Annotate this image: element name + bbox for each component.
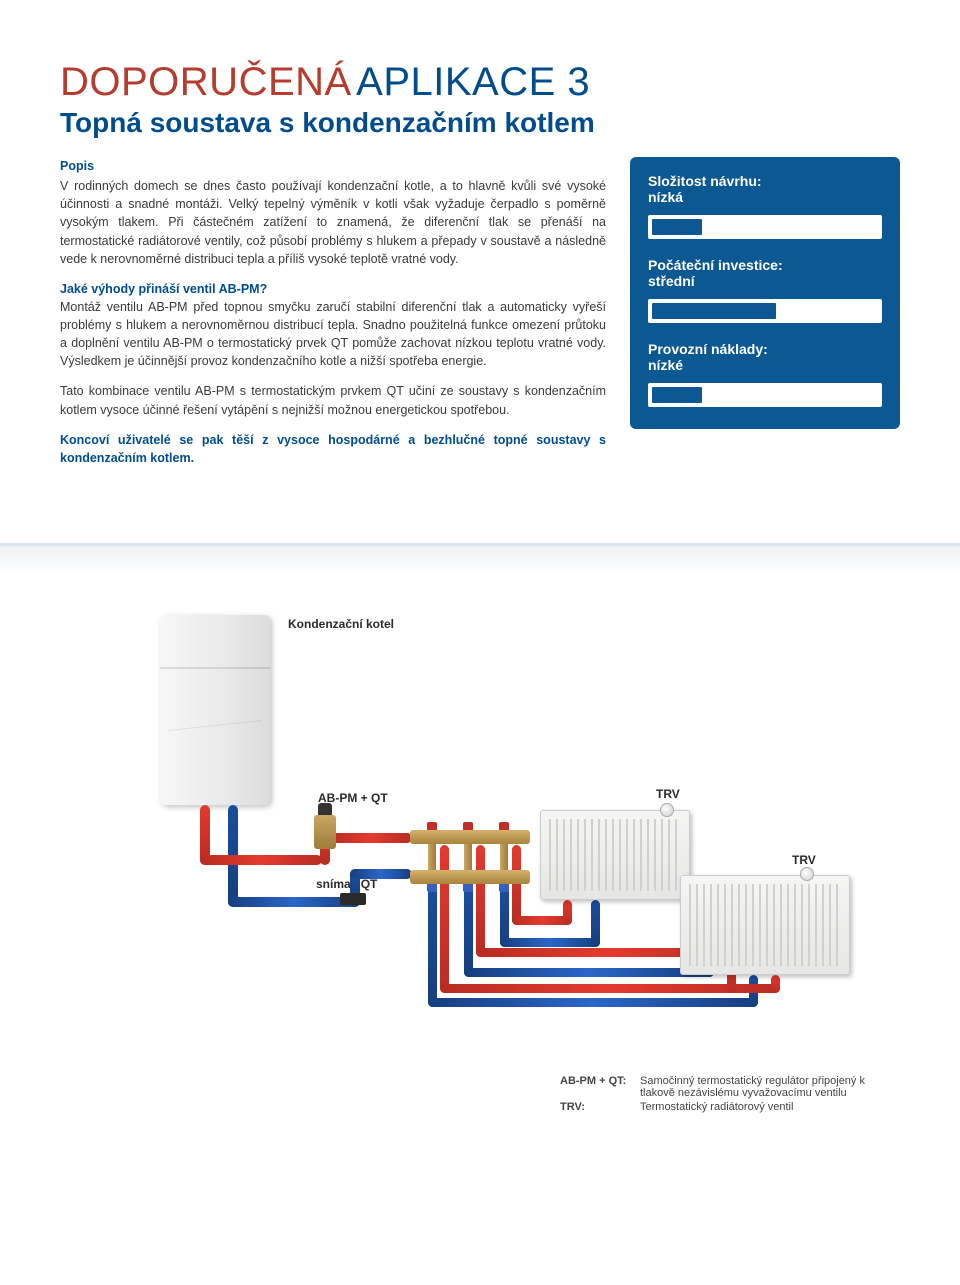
pipe-return-v4 bbox=[464, 887, 473, 977]
manifold-icon bbox=[410, 830, 530, 888]
legend-row: AB-PM + QT: Samočinný termostatický regu… bbox=[560, 1075, 900, 1099]
pipe-supply-h1 bbox=[200, 855, 322, 865]
metric-investment: Počáteční investice: střední bbox=[648, 257, 882, 323]
legend-key: TRV: bbox=[560, 1101, 640, 1113]
radiator-2-icon bbox=[680, 875, 850, 975]
label-trv2: TRV bbox=[792, 853, 816, 867]
legend-val: Termostatický radiátorový ventil bbox=[640, 1101, 793, 1113]
pipe-return-v3 bbox=[428, 887, 437, 1007]
title-accent: DOPORUČENÁ bbox=[60, 60, 352, 104]
pipe-return-rad1v bbox=[591, 900, 600, 947]
pipe-supply-h2b bbox=[330, 833, 412, 843]
metric-complexity-value: nízká bbox=[648, 189, 882, 205]
trv-2-icon bbox=[800, 867, 814, 881]
abpm-valve-icon bbox=[314, 815, 336, 849]
boiler-icon bbox=[160, 615, 270, 805]
section-divider bbox=[0, 543, 960, 575]
sidebar-panel: Složitost návrhu: nízká Počáteční invest… bbox=[630, 157, 900, 429]
pipe-supply-rad1v bbox=[563, 900, 572, 925]
legend: AB-PM + QT: Samočinný termostatický regu… bbox=[0, 1075, 900, 1115]
text-column: Popis V rodinných domech se dnes často p… bbox=[60, 157, 606, 479]
benefits-question: Jaké výhody přináší ventil AB-PM? bbox=[60, 282, 267, 296]
legend-inner: AB-PM + QT: Samočinný termostatický regu… bbox=[560, 1075, 900, 1115]
legend-key: AB-PM + QT: bbox=[560, 1075, 640, 1099]
content-row: Popis V rodinných domech se dnes často p… bbox=[60, 157, 900, 479]
metric-investment-value: střední bbox=[648, 273, 882, 289]
label-qt: snímač QT bbox=[316, 877, 377, 891]
metric-operating: Provozní náklady: nízké bbox=[648, 341, 882, 407]
benefits-paragraph: Jaké výhody přináší ventil AB-PM? Montáž… bbox=[60, 280, 606, 371]
combo-text: Tato kombinace ventilu AB-PM s termostat… bbox=[60, 382, 606, 418]
metric-operating-bar bbox=[648, 383, 882, 407]
pipe-return-h4 bbox=[464, 968, 714, 977]
pipe-supply-rad2v bbox=[771, 975, 780, 993]
pipe-return-h3 bbox=[428, 998, 758, 1007]
label-boiler: Kondenzační kotel bbox=[288, 617, 394, 631]
closing-text: Koncoví uživatelé se pak těší z vysoce h… bbox=[60, 431, 606, 467]
metric-complexity: Složitost návrhu: nízká bbox=[648, 173, 882, 239]
metric-complexity-fill bbox=[652, 219, 702, 235]
metric-complexity-label: Složitost návrhu: bbox=[648, 173, 882, 189]
title-main: APLIKACE 3 bbox=[356, 60, 590, 104]
metric-investment-fill bbox=[652, 303, 776, 319]
metric-operating-label: Provozní náklady: bbox=[648, 341, 882, 357]
qt-sensor-icon bbox=[340, 893, 366, 905]
metric-operating-value: nízké bbox=[648, 357, 882, 373]
trv-1-icon bbox=[660, 803, 674, 817]
pipe-return-h5 bbox=[500, 938, 600, 947]
metric-complexity-bar bbox=[648, 215, 882, 239]
pipe-return-h2 bbox=[350, 869, 412, 879]
radiator-1-icon bbox=[540, 810, 690, 900]
popis-text: V rodinných domech se dnes často používa… bbox=[60, 177, 606, 268]
metric-investment-bar bbox=[648, 299, 882, 323]
heating-diagram: Kondenzační kotel AB-PM + QT snímač QT T… bbox=[60, 605, 900, 1065]
metric-investment-label: Počáteční investice: bbox=[648, 257, 882, 273]
label-trv1: TRV bbox=[656, 787, 680, 801]
legend-row: TRV: Termostatický radiátorový ventil bbox=[560, 1101, 900, 1113]
popis-label: Popis bbox=[60, 157, 606, 175]
legend-val: Samočinný termostatický regulátor připoj… bbox=[640, 1075, 900, 1099]
title-row: DOPORUČENÁ APLIKACE 3 bbox=[60, 60, 900, 105]
benefits-text: Montáž ventilu AB-PM před topnou smyčku … bbox=[60, 300, 606, 368]
page: DOPORUČENÁ APLIKACE 3 Topná soustava s k… bbox=[0, 0, 960, 519]
metric-operating-fill bbox=[652, 387, 702, 403]
subtitle: Topná soustava s kondenzačním kotlem bbox=[60, 107, 900, 139]
